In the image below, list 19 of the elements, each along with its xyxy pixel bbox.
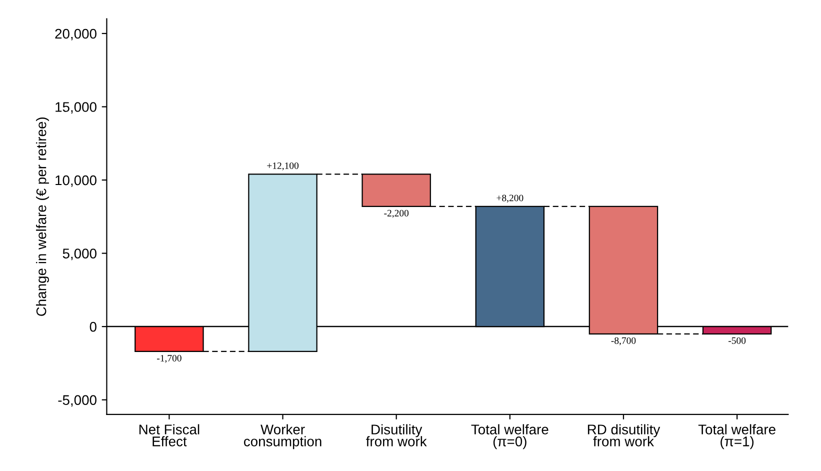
data-label: -8,700 [611,337,636,346]
y-tick-label: 10,000 [56,175,96,187]
data-label: -1,700 [157,354,182,363]
y-tick-label: 15,000 [56,102,96,114]
y-axis-title: Change in welfare (€ per retiree) [36,118,49,316]
data-label: +12,100 [267,162,299,170]
data-label: -2,200 [384,210,409,218]
y-tick-label: 5,000 [62,248,96,260]
y-tick-label: 0 [90,322,96,332]
y-tick-label: -5,000 [58,395,96,407]
data-label: -500 [728,337,746,344]
data-label: +8,200 [496,194,524,203]
y-tick-label: 20,000 [55,28,96,40]
x-tick-label: Net Fiscal Effect [139,424,200,446]
x-tick-label: Worker consumption [244,424,322,450]
x-tick-label: RD disutility from work [588,424,660,446]
x-tick-label: Total welfare (π=0) [471,424,548,450]
x-tick-label: Disutility from work [366,424,427,446]
x-tick-label: Total welfare (π=1) [698,424,776,450]
